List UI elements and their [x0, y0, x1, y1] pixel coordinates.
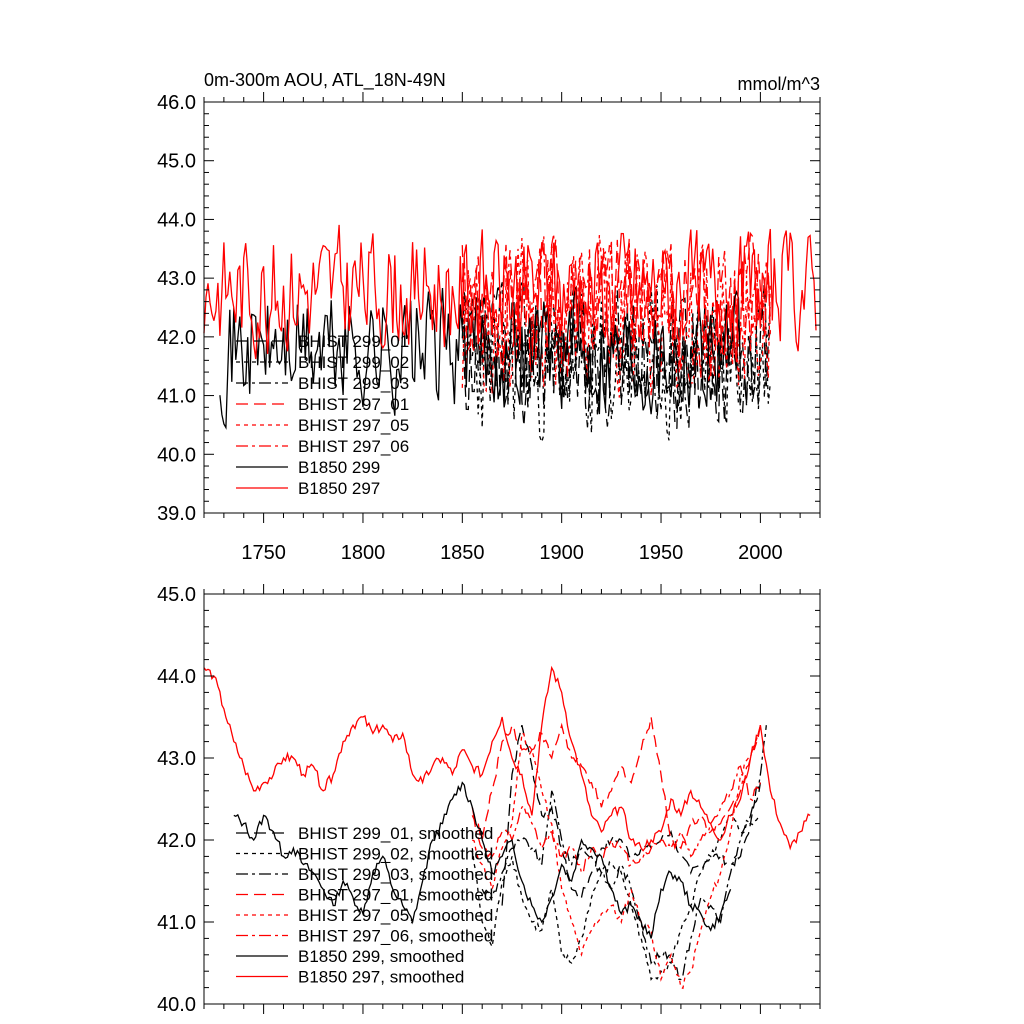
- series-line-bhist-299-01-smoothed: [501, 725, 762, 906]
- y-tick-label: 45.0: [157, 584, 196, 606]
- legend-label: BHIST 297_05, smoothed: [298, 906, 493, 925]
- x-tick-label: 2000: [738, 542, 783, 564]
- y-tick-label: 42.0: [157, 830, 196, 852]
- bottom-plot-frame: [203, 593, 821, 1005]
- x-tick-label: 1950: [639, 542, 684, 564]
- y-tick-label: 39.0: [157, 503, 196, 525]
- series-line-b1850-299-smoothed: [233, 781, 732, 939]
- y-tick-label: 44.0: [157, 666, 196, 688]
- legend-label: B1850 299: [298, 458, 380, 477]
- top-series-group: [203, 224, 817, 445]
- legend-label: BHIST 297_05: [298, 416, 409, 435]
- series-line-bhist-299-03-smoothed: [481, 725, 767, 981]
- top-panel-units: mmol/m^3: [738, 74, 820, 94]
- legend-label: B1850 297, smoothed: [298, 968, 464, 987]
- bottom-axes: 40.0 41.0 42.0 43.0 44.0 45.0: [157, 584, 821, 1016]
- y-tick-label: 46.0: [157, 92, 196, 114]
- top-axes: 39.0 40.0 41.0 42.0 43.0 44.0 45.0 46.0 1750 1800…: [157, 92, 821, 564]
- y-tick-label: 40.0: [157, 994, 196, 1016]
- bottom-panel: 40.0 41.0 42.0 43.0 44.0 45.0 BHIST 299_01, s…: [157, 584, 821, 1016]
- series-line-bhist-297-06: [461, 233, 771, 384]
- legend-label: BHIST 299_02: [298, 353, 409, 372]
- y-tick-label: 43.0: [157, 748, 196, 770]
- series-line-b1850-299: [219, 287, 742, 430]
- y-tick-label: 43.0: [157, 268, 196, 290]
- legend-label: BHIST 297_06, smoothed: [298, 927, 493, 946]
- y-tick-label: 45.0: [157, 151, 196, 173]
- x-tick-label: 1750: [241, 542, 286, 564]
- series-line-b1850-297-smoothed: [203, 665, 811, 852]
- top-panel: 0m-300m AOU, ATL_18N-49N mmol/m^3 39.0 40…: [157, 70, 821, 564]
- series-line-b1850-297: [203, 224, 817, 363]
- x-tick-label: 1850: [440, 542, 485, 564]
- bottom-legend: BHIST 299_01, smoothed BHIST 299_02, smoo…: [236, 824, 493, 987]
- legend-label: BHIST 297_01: [298, 395, 409, 414]
- legend-label: BHIST 299_01: [298, 332, 409, 351]
- bottom-series-group: [203, 665, 811, 990]
- legend-label: BHIST 297_06: [298, 437, 409, 456]
- y-tick-label: 44.0: [157, 209, 196, 231]
- top-legend: BHIST 299_01 BHIST 299_02 BHIST 299_03 BHIS…: [236, 332, 409, 498]
- x-tick-label: 1900: [539, 542, 584, 564]
- y-tick-label: 42.0: [157, 327, 196, 349]
- top-panel-title: 0m-300m AOU, ATL_18N-49N: [204, 70, 446, 91]
- top-plot-frame: [203, 101, 821, 514]
- legend-label: B1850 299, smoothed: [298, 947, 464, 966]
- legend-label: BHIST 299_03, smoothed: [298, 865, 493, 884]
- legend-label: BHIST 299_01, smoothed: [298, 824, 493, 843]
- y-tick-label: 41.0: [157, 386, 196, 408]
- y-tick-label: 40.0: [157, 444, 196, 466]
- legend-label: BHIST 299_03: [298, 374, 409, 393]
- legend-label: BHIST 299_02, smoothed: [298, 845, 493, 864]
- series-line-bhist-297-06-smoothed: [471, 765, 762, 874]
- legend-label: B1850 297: [298, 479, 380, 498]
- x-tick-label: 1800: [341, 542, 386, 564]
- legend-label: BHIST 297_01, smoothed: [298, 886, 493, 905]
- y-tick-label: 41.0: [157, 912, 196, 934]
- series-line-bhist-299-02-smoothed: [471, 813, 761, 981]
